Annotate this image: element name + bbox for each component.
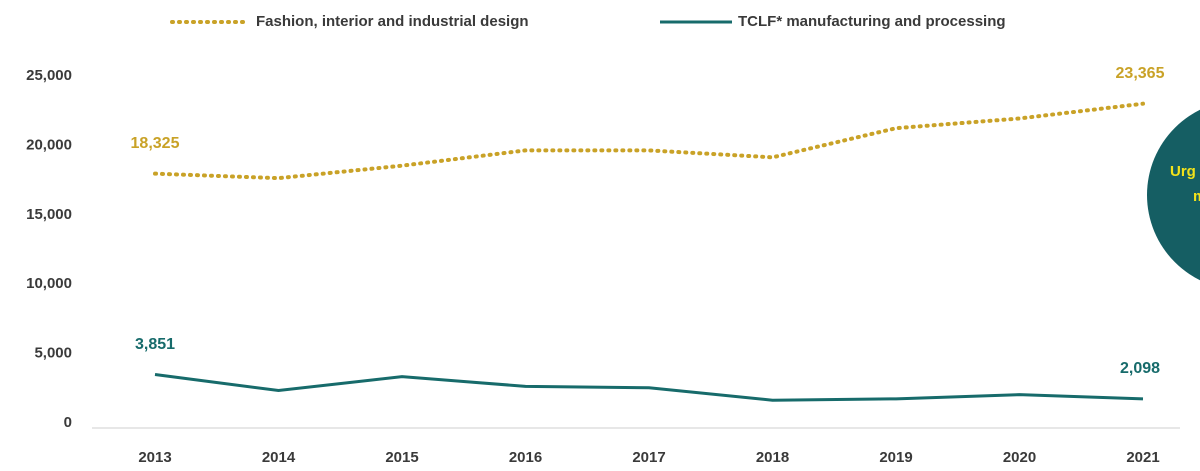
x-tick-label: 2019 xyxy=(879,449,912,466)
x-tick-label: 2020 xyxy=(1003,449,1036,466)
x-tick-label: 2018 xyxy=(756,449,789,466)
data-line xyxy=(154,373,1144,402)
x-tick-label: 2016 xyxy=(509,449,542,466)
legend-label: TCLF* manufacturing and processing xyxy=(738,13,1006,30)
y-tick-label: 5,000 xyxy=(34,345,72,362)
y-tick-label: 25,000 xyxy=(26,67,72,84)
y-tick-label: 0 xyxy=(64,414,72,431)
data-label: 18,325 xyxy=(131,135,180,152)
y-tick-label: 15,000 xyxy=(26,206,72,223)
y-tick-label: 20,000 xyxy=(26,136,72,153)
x-tick-label: 2013 xyxy=(138,449,171,466)
data-line xyxy=(153,101,1145,181)
callout-circle xyxy=(1147,109,1200,281)
data-label: 3,851 xyxy=(135,336,175,353)
data-label: 23,365 xyxy=(1116,65,1165,82)
callout-text: m xyxy=(1193,188,1200,205)
x-tick-label: 2014 xyxy=(262,449,296,466)
legend-label: Fashion, interior and industrial design xyxy=(256,13,529,30)
data-label: 2,098 xyxy=(1120,360,1160,377)
x-tick-label: 2015 xyxy=(385,449,418,466)
x-tick-label: 2021 xyxy=(1126,449,1159,466)
x-tick-label: 2017 xyxy=(632,449,665,466)
callout-text: Urg xyxy=(1170,163,1196,180)
y-tick-label: 10,000 xyxy=(26,275,72,292)
